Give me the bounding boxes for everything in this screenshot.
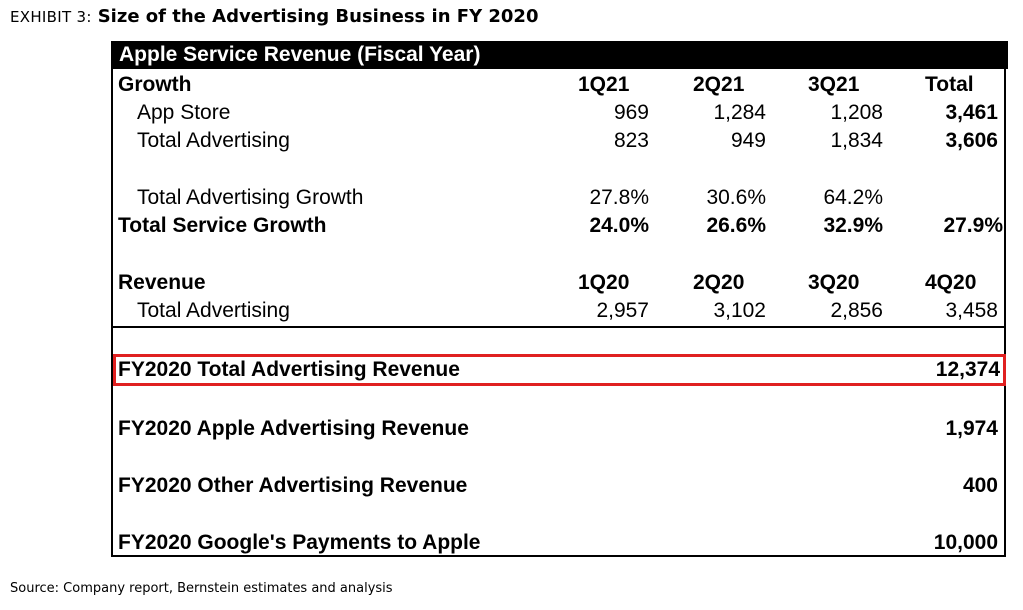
table-header: Apple Service Revenue (Fiscal Year) bbox=[111, 41, 1008, 69]
cell-value: 64.2% bbox=[823, 186, 883, 209]
row-label-fy-other-ad: FY2020 Other Advertising Revenue bbox=[118, 474, 468, 497]
fy-google-value: 10,000 bbox=[933, 531, 998, 554]
cell-total: 3,461 bbox=[945, 101, 998, 124]
col-header-3q20: 3Q20 bbox=[808, 271, 860, 294]
table-row: App Store 969 1,284 1,208 3,461 bbox=[113, 100, 1004, 126]
fy-total-ad-value: 12,374 bbox=[935, 358, 1000, 381]
cell-value: 32.9% bbox=[823, 214, 883, 237]
cell-total: 27.9% bbox=[943, 214, 1003, 237]
cell-value: 2,957 bbox=[596, 299, 649, 322]
section-divider bbox=[113, 326, 1004, 328]
fy-apple-ad-value: 1,974 bbox=[945, 417, 998, 440]
exhibit-label: EXHIBIT 3: bbox=[10, 8, 92, 26]
revenue-header-row: Revenue 1Q20 2Q20 3Q20 4Q20 bbox=[113, 270, 1004, 296]
table-row: Total Service Growth 24.0% 26.6% 32.9% 2… bbox=[113, 213, 1004, 239]
fy-apple-ad-row: FY2020 Apple Advertising Revenue 1,974 bbox=[113, 416, 1004, 442]
cell-value: 2,856 bbox=[830, 299, 883, 322]
revenue-table: Apple Service Revenue (Fiscal Year) Grow… bbox=[111, 41, 1008, 557]
fy-total-ad-row: FY2020 Total Advertising Revenue 12,374 bbox=[113, 357, 1004, 383]
cell-total: 3,606 bbox=[945, 129, 998, 152]
exhibit-caption: EXHIBIT 3: Size of the Advertising Busine… bbox=[10, 6, 538, 27]
cell-value: 30.6% bbox=[706, 186, 766, 209]
source-note: Source: Company report, Bernstein estima… bbox=[10, 581, 393, 596]
row-label-app-store: App Store bbox=[137, 101, 231, 124]
fy-google-row: FY2020 Google's Payments to Apple 10,000 bbox=[113, 530, 1004, 556]
cell-value: 1,284 bbox=[713, 101, 766, 124]
cell-value: 3,102 bbox=[713, 299, 766, 322]
row-label-revenue-advertising: Total Advertising bbox=[137, 299, 290, 322]
col-header-4q20: 4Q20 bbox=[925, 271, 977, 294]
cell-value: 26.6% bbox=[706, 214, 766, 237]
cell-value: 949 bbox=[730, 129, 766, 152]
cell-value: 27.8% bbox=[589, 186, 649, 209]
col-header-2q20: 2Q20 bbox=[693, 271, 745, 294]
fy-other-ad-value: 400 bbox=[962, 474, 998, 497]
col-header-1q20: 1Q20 bbox=[578, 271, 630, 294]
row-label-fy-apple-ad: FY2020 Apple Advertising Revenue bbox=[118, 417, 469, 440]
cell-value: 24.0% bbox=[589, 214, 649, 237]
col-header-2q21: 2Q21 bbox=[693, 73, 745, 96]
table-row: Total Advertising 2,957 3,102 2,856 3,45… bbox=[113, 298, 1004, 324]
col-header-total: Total bbox=[925, 73, 974, 96]
table-row: Total Advertising Growth 27.8% 30.6% 64.… bbox=[113, 185, 1004, 211]
cell-value: 1,208 bbox=[830, 101, 883, 124]
cell-value: 3,458 bbox=[945, 299, 998, 322]
row-label-service-growth: Total Service Growth bbox=[118, 214, 327, 237]
cell-value: 1,834 bbox=[830, 129, 883, 152]
growth-header-row: Growth 1Q21 2Q21 3Q21 Total bbox=[113, 72, 1004, 98]
exhibit-title: Size of the Advertising Business in FY 2… bbox=[97, 6, 539, 27]
cell-value: 823 bbox=[613, 129, 649, 152]
cell-value: 969 bbox=[613, 101, 649, 124]
growth-header-label: Growth bbox=[118, 73, 192, 96]
col-header-1q21: 1Q21 bbox=[578, 73, 630, 96]
fy-other-ad-row: FY2020 Other Advertising Revenue 400 bbox=[113, 473, 1004, 499]
highlight-box bbox=[113, 354, 1006, 386]
row-label-fy-total-ad: FY2020 Total Advertising Revenue bbox=[118, 358, 460, 381]
col-header-3q21: 3Q21 bbox=[808, 73, 860, 96]
row-label-fy-google: FY2020 Google's Payments to Apple bbox=[118, 531, 481, 554]
row-label-total-advertising: Total Advertising bbox=[137, 129, 290, 152]
table-row: Total Advertising 823 949 1,834 3,606 bbox=[113, 128, 1004, 154]
revenue-header-label: Revenue bbox=[118, 271, 206, 294]
row-label-ad-growth: Total Advertising Growth bbox=[137, 186, 364, 209]
